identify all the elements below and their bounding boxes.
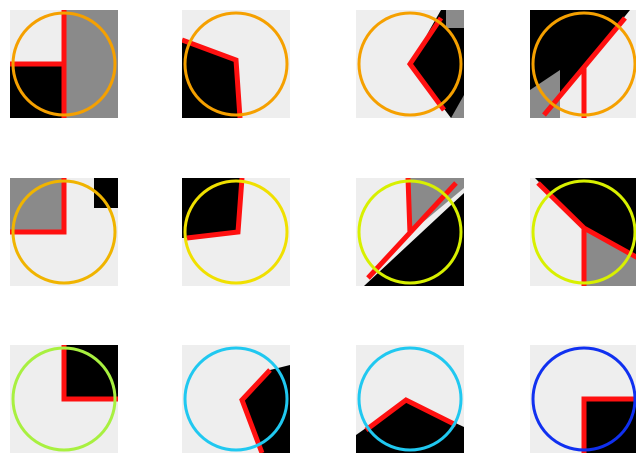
patch: [356, 10, 464, 118]
patch: [182, 345, 290, 453]
region: [446, 10, 464, 28]
junction-edges: [364, 397, 458, 432]
circle: [11, 11, 117, 117]
region: [364, 193, 464, 286]
junction-edges: [10, 178, 67, 235]
junction-edges: [61, 345, 118, 402]
junction-edges: [182, 37, 243, 118]
region: [451, 95, 464, 118]
circle: [357, 346, 463, 452]
region: [410, 10, 464, 118]
circle: [11, 179, 117, 285]
region: [535, 178, 636, 257]
region: [64, 345, 118, 399]
junction-edges: [239, 368, 272, 453]
patch: [182, 178, 290, 286]
patch: [356, 178, 464, 286]
circle: [11, 346, 117, 452]
circle: [183, 179, 289, 285]
patch: [182, 10, 290, 118]
patch: [530, 178, 636, 286]
region: [584, 228, 636, 286]
patch: [10, 345, 118, 453]
patch: [530, 345, 636, 453]
circle: [183, 11, 289, 117]
patch: [10, 10, 118, 118]
circle: [531, 179, 636, 285]
junction-edges: [186, 178, 245, 241]
junction-edges: [406, 16, 447, 112]
junction-edges: [581, 396, 636, 453]
junction-edges: [542, 16, 627, 118]
junction-edges: [536, 181, 636, 286]
junction-edges: [366, 178, 458, 280]
region: [64, 10, 118, 118]
circle: [531, 11, 636, 117]
circle: [183, 346, 289, 452]
patch: [530, 10, 636, 118]
region: [10, 64, 64, 118]
patch: [10, 178, 118, 286]
junction-edges: [10, 10, 67, 118]
circle: [531, 346, 636, 452]
patch: [356, 345, 464, 453]
region: [182, 178, 242, 238]
region: [10, 178, 64, 232]
circle: [357, 179, 463, 285]
region: [356, 400, 464, 453]
circle: [357, 11, 463, 117]
